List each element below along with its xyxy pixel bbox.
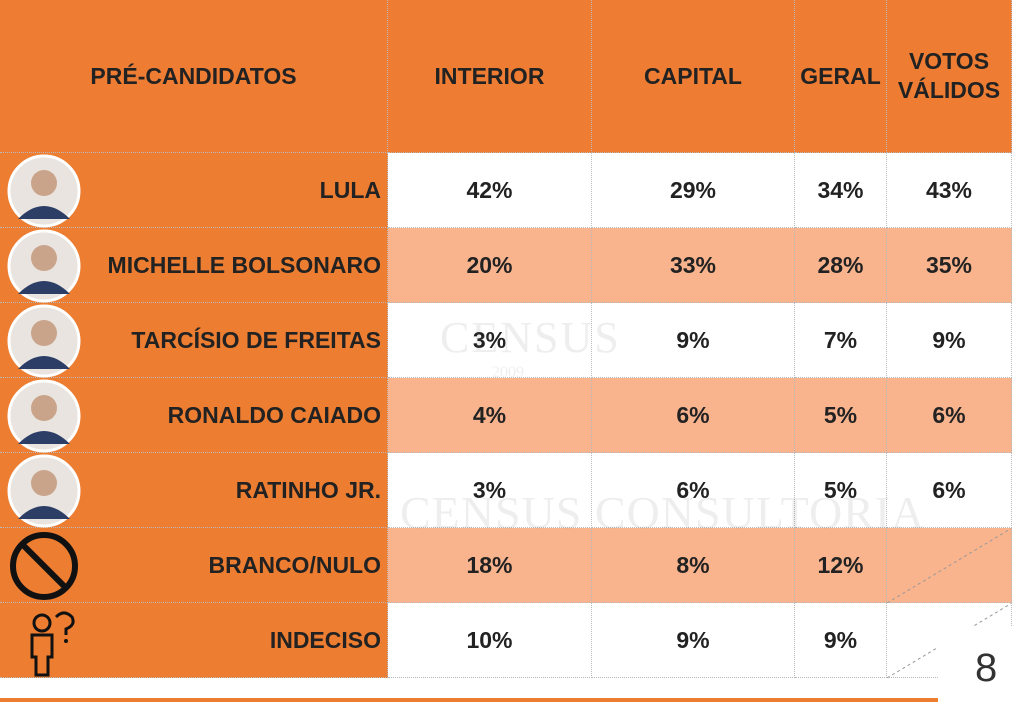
value-cell: 29% <box>592 153 795 228</box>
value-cell: 34% <box>795 153 887 228</box>
value-cell: 28% <box>795 228 887 303</box>
value-cell: 8% <box>592 528 795 603</box>
table: PRÉ-CANDIDATOS INTERIOR CAPITAL GERAL VOTOS … <box>0 0 1012 678</box>
value-cell <box>887 527 1012 603</box>
candidate-icon <box>30 611 75 677</box>
candidate-icon <box>7 454 81 528</box>
header-cell: VOTOS VÁLIDOS <box>887 0 1012 153</box>
bottom-line <box>0 698 950 702</box>
value-cell: 9% <box>592 303 795 378</box>
value-cell: 3% <box>388 303 592 378</box>
value-cell: 42% <box>388 153 592 228</box>
header-cell: INTERIOR <box>388 0 592 153</box>
value-cell: 5% <box>795 378 887 453</box>
value-cell: 33% <box>592 228 795 303</box>
candidate-icon <box>7 379 81 453</box>
value-cell: 3% <box>388 453 592 528</box>
page-number-box <box>938 626 1015 716</box>
empty-diagonal <box>887 527 1011 603</box>
candidate-icon <box>7 229 81 303</box>
header-cell: PRÉ-CANDIDATOS <box>0 0 388 153</box>
value-cell: 9% <box>592 603 795 678</box>
value-cell: 6% <box>592 378 795 453</box>
value-cell: 10% <box>388 603 592 678</box>
value-cell: 35% <box>887 228 1012 303</box>
candidate-icon <box>7 304 81 378</box>
candidate-icon <box>7 154 81 228</box>
value-cell: 6% <box>887 453 1012 528</box>
header-cell: GERAL <box>795 0 887 153</box>
candidate-icon <box>10 532 78 600</box>
header-cell: CAPITAL <box>592 0 795 153</box>
value-cell: 9% <box>887 303 1012 378</box>
value-cell: 7% <box>795 303 887 378</box>
value-cell: 6% <box>887 378 1012 453</box>
value-cell: 4% <box>388 378 592 453</box>
value-cell: 9% <box>795 603 887 678</box>
value-cell: 5% <box>795 453 887 528</box>
page-number: 8 <box>975 646 998 690</box>
value-cell: 20% <box>388 228 592 303</box>
value-cell: 6% <box>592 453 795 528</box>
value-cell: 12% <box>795 528 887 603</box>
value-cell: 18% <box>388 528 592 603</box>
value-cell: 43% <box>887 153 1012 228</box>
